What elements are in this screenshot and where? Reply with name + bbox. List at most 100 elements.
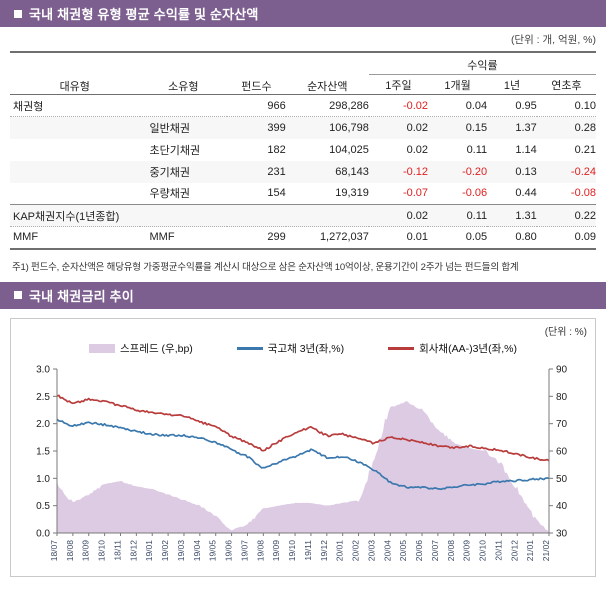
cell-sub-type: 우량채권 bbox=[149, 188, 190, 201]
col-header-fund-count: 펀드수 bbox=[227, 51, 286, 95]
cell-return-year1: 0.95 bbox=[515, 99, 537, 112]
cell-net-assets: 298,286 bbox=[329, 99, 369, 112]
legend-swatch-govt-icon bbox=[236, 346, 263, 350]
x-tick-label: 19/07 bbox=[240, 539, 250, 561]
cell-fund-count: 399 bbox=[227, 116, 286, 139]
table-row[interactable]: KAP채권지수(1년종합) 0.02 0.11 1.31 0.22 bbox=[10, 204, 596, 227]
cell-return-year1: 0.80 bbox=[487, 226, 537, 250]
x-tick-label: 21/01 bbox=[525, 539, 535, 561]
section2-title: 국내 채권금리 추이 bbox=[29, 288, 134, 304]
x-tick-label: 19/01 bbox=[144, 539, 154, 561]
x-tick-label: 19/05 bbox=[208, 539, 218, 561]
cell-net-assets: 68,143 bbox=[285, 160, 369, 183]
y-tick-label-left: 0.0 bbox=[36, 528, 50, 539]
x-tick-label: 20/10 bbox=[478, 539, 488, 561]
cell-fund-count: 966 bbox=[267, 99, 286, 112]
table-row[interactable]: 초단기채권 182 104,025 0.02 0.11 1.14 0.21 bbox=[10, 139, 596, 161]
cell-return-ytd: -0.08 bbox=[570, 187, 596, 200]
legend-item-corp: 회사채(AA-)3년(좌,%) bbox=[388, 341, 517, 356]
cell-sub-type: 중기채권 bbox=[139, 160, 228, 183]
cell-net-assets: 19,319 bbox=[335, 187, 369, 200]
x-tick-label: 18/07 bbox=[49, 539, 59, 561]
cell-return-week1: 0.01 bbox=[368, 226, 429, 250]
x-tick-label: 21/02 bbox=[541, 539, 551, 561]
x-tick-label: 19/02 bbox=[160, 539, 170, 561]
y-tick-label-right: 40 bbox=[556, 501, 568, 512]
x-tick-label: 19/08 bbox=[255, 539, 265, 561]
y-tick-label-right: 90 bbox=[556, 364, 568, 375]
cell-return-month1: 0.11 bbox=[466, 143, 488, 156]
cell-return-month1: 0.04 bbox=[465, 99, 488, 112]
cell-net-assets bbox=[285, 204, 369, 227]
table-row[interactable]: 우량채권 154 19,319 -0.07 -0.06 0.44 -0.08 bbox=[10, 183, 596, 205]
x-tick-label: 19/03 bbox=[176, 539, 186, 561]
table-row[interactable]: 중기채권 231 68,143 -0.12 -0.20 0.13 -0.24 bbox=[10, 160, 596, 183]
legend-swatch-corp-icon bbox=[388, 346, 415, 350]
chart-legend: 스프레드 (우,bp) 국고채 3년(좌,%) 회사채(AA-)3년(좌,%) bbox=[11, 341, 595, 356]
x-tick-label: 19/11 bbox=[303, 539, 313, 560]
col-header-return-group: 수익률 bbox=[368, 51, 596, 75]
section-header-bond-rates: 국내 채권금리 추이 bbox=[0, 281, 606, 309]
cell-main-type: MMF bbox=[10, 226, 140, 250]
legend-label-govt: 국고채 3년(좌,%) bbox=[267, 342, 345, 355]
table-row[interactable]: 채권형 966 298,286 -0.02 0.04 0.95 0.10 bbox=[10, 95, 596, 117]
cell-return-week1: -0.07 bbox=[402, 187, 429, 200]
x-tick-label: 18/09 bbox=[81, 539, 91, 561]
x-tick-label: 18/08 bbox=[65, 539, 75, 561]
cell-return-month1: 0.05 bbox=[428, 226, 488, 250]
cell-fund-count: 154 bbox=[267, 187, 286, 200]
square-bullet-icon bbox=[14, 291, 22, 299]
x-tick-label: 19/10 bbox=[287, 539, 297, 561]
cell-fund-count: 299 bbox=[227, 226, 286, 250]
x-tick-label: 20/02 bbox=[351, 539, 361, 561]
cell-main-type bbox=[10, 116, 140, 139]
y-tick-label-left: 1.0 bbox=[36, 473, 50, 484]
y-tick-label-left: 2.5 bbox=[36, 391, 50, 402]
x-tick-label: 20/09 bbox=[462, 539, 472, 561]
legend-item-govt: 국고채 3년(좌,%) bbox=[236, 341, 345, 356]
x-tick-label: 18/10 bbox=[97, 539, 107, 561]
table-row[interactable]: MMF MMF 299 1,272,037 0.01 0.05 0.80 0.09 bbox=[10, 226, 596, 250]
x-tick-label: 19/09 bbox=[271, 539, 281, 561]
col-header-year1: 1년 bbox=[487, 74, 537, 95]
cell-return-ytd: 0.28 bbox=[536, 116, 596, 139]
cell-main-type bbox=[10, 183, 140, 205]
square-bullet-icon bbox=[14, 9, 22, 18]
x-tick-label: 20/04 bbox=[382, 539, 392, 561]
y-tick-label-right: 70 bbox=[556, 419, 568, 430]
y-tick-label-right: 80 bbox=[556, 391, 568, 402]
x-tick-label: 20/01 bbox=[335, 539, 345, 561]
fund-returns-table: 대유형 소유형 펀드수 순자산액 수익률 1주일 1개월 1년 연초후 채권형 9… bbox=[10, 51, 596, 250]
y-tick-label-right: 30 bbox=[556, 528, 568, 539]
fund-table-body: 채권형 966 298,286 -0.02 0.04 0.95 0.10 일반채권 399 106… bbox=[10, 95, 596, 250]
x-tick-label: 20/07 bbox=[430, 539, 440, 561]
cell-sub-type: 일반채권 bbox=[139, 116, 228, 139]
y-tick-label-left: 2.0 bbox=[36, 419, 50, 430]
series-corp-line bbox=[56, 394, 550, 462]
cell-net-assets: 106,798 bbox=[285, 116, 369, 139]
cell-return-year1: 1.37 bbox=[487, 116, 537, 139]
cell-fund-count: 182 bbox=[267, 143, 286, 156]
cell-main-type: KAP채권지수(1년종합) bbox=[10, 204, 140, 227]
col-header-ytd: 연초후 bbox=[536, 74, 596, 95]
section1-title: 국내 채권형 유형 평균 수익률 및 순자산액 bbox=[29, 7, 259, 22]
cell-fund-count: 231 bbox=[227, 160, 286, 183]
col-header-net-assets: 순자산액 bbox=[285, 51, 369, 95]
cell-return-month1: 0.11 bbox=[428, 204, 488, 227]
cell-return-year1: 1.14 bbox=[515, 143, 537, 156]
cell-return-ytd: 0.21 bbox=[574, 143, 596, 156]
cell-main-type bbox=[10, 160, 140, 183]
x-tick-label: 19/04 bbox=[192, 539, 202, 561]
legend-item-spread: 스프레드 (우,bp) bbox=[88, 341, 193, 356]
section-header-fund-returns: 국내 채권형 유형 평균 수익률 및 순자산액 bbox=[0, 0, 606, 27]
chart-plot-area: 0.0 0.5 1.0 1.5 2.0 2.5 3.0 30 40 50 60 70 80 90 18/07… bbox=[36, 364, 568, 561]
table-row[interactable]: 일반채권 399 106,798 0.02 0.15 1.37 0.28 bbox=[10, 116, 596, 139]
cell-return-ytd: -0.24 bbox=[536, 160, 596, 183]
x-tick-label: 20/06 bbox=[414, 539, 424, 561]
cell-main-type bbox=[10, 139, 140, 161]
y-tick-label-right: 60 bbox=[556, 446, 568, 457]
col-header-week1: 1주일 bbox=[368, 74, 429, 95]
cell-sub-type: 초단기채권 bbox=[149, 144, 201, 157]
cell-return-year1: 1.31 bbox=[487, 204, 537, 227]
bond-rate-chart: (단위 : %) 스프레드 (우,bp) 국고채 3년(좌,%) 회사채(AA-… bbox=[10, 317, 596, 577]
